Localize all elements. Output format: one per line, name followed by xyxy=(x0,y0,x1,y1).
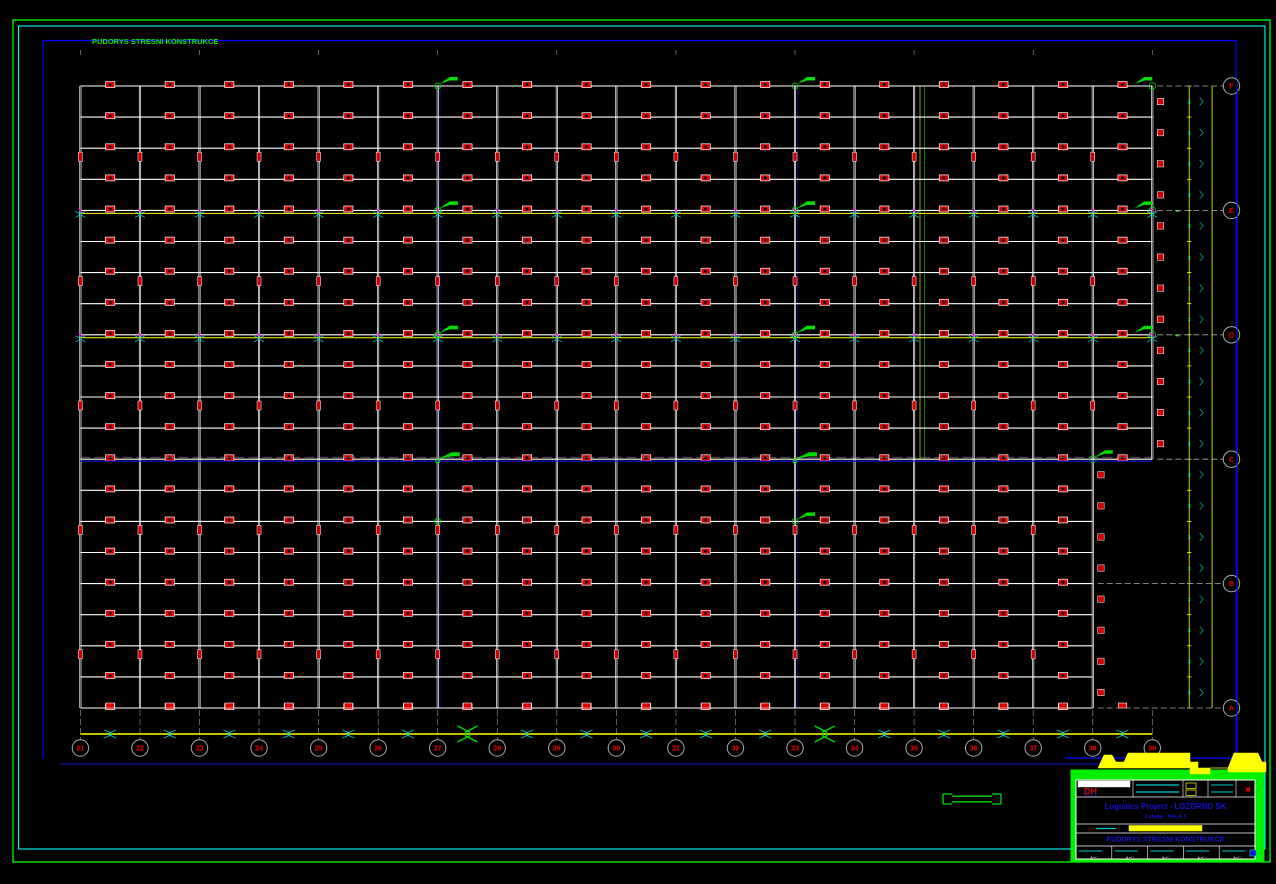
svg-text:34: 34 xyxy=(851,744,859,753)
svg-text:⌁: ⌁ xyxy=(1175,206,1180,215)
svg-text:29: 29 xyxy=(553,744,561,753)
svg-text:△–□: △–□ xyxy=(1089,855,1099,860)
svg-text:3: 3 xyxy=(1188,473,1191,479)
svg-text:1.etapa - HALA 1: 1.etapa - HALA 1 xyxy=(1145,814,1187,820)
svg-text:⌁: ⌁ xyxy=(1175,331,1180,340)
svg-text:3: 3 xyxy=(1188,628,1191,634)
svg-text:3: 3 xyxy=(1188,442,1191,448)
svg-text:D: D xyxy=(1229,330,1234,339)
svg-text:3: 3 xyxy=(1188,411,1191,417)
svg-text:3: 3 xyxy=(1188,660,1191,666)
svg-text:22: 22 xyxy=(136,744,144,753)
svg-text:3: 3 xyxy=(1188,131,1191,137)
svg-text:26: 26 xyxy=(374,744,382,753)
svg-text:E: E xyxy=(1229,206,1234,215)
svg-text:A: A xyxy=(1229,704,1234,713)
svg-text:24: 24 xyxy=(255,744,263,753)
svg-text:3: 3 xyxy=(1188,566,1191,572)
svg-text:3: 3 xyxy=(1188,100,1191,106)
svg-text:PUDORYS STRESNI KONSTRUKCE: PUDORYS STRESNI KONSTRUKCE xyxy=(1107,837,1225,844)
svg-text:35: 35 xyxy=(910,744,918,753)
svg-text:32: 32 xyxy=(731,744,739,753)
svg-text:3: 3 xyxy=(1188,162,1191,168)
svg-text:3: 3 xyxy=(1188,317,1191,323)
svg-text:C: C xyxy=(1229,455,1234,464)
svg-text:△–□: △–□ xyxy=(1160,855,1170,860)
svg-text:3: 3 xyxy=(1188,193,1191,199)
svg-text:39: 39 xyxy=(1148,744,1156,753)
svg-text:3: 3 xyxy=(1188,597,1191,603)
svg-text:△–□: △–□ xyxy=(1125,855,1135,860)
svg-text:△–□: △–□ xyxy=(1232,855,1242,860)
svg-text:3: 3 xyxy=(1188,535,1191,541)
svg-text:27: 27 xyxy=(434,744,442,753)
svg-text:31: 31 xyxy=(672,744,680,753)
svg-text:30: 30 xyxy=(612,744,620,753)
svg-text:37: 37 xyxy=(1029,744,1037,753)
svg-text:28: 28 xyxy=(493,744,501,753)
svg-text:3: 3 xyxy=(1188,691,1191,697)
svg-text:F: F xyxy=(1229,82,1234,91)
svg-text:33: 33 xyxy=(791,744,799,753)
svg-text:3: 3 xyxy=(1188,349,1191,355)
svg-text:3: 3 xyxy=(1188,504,1191,510)
svg-text:38: 38 xyxy=(1089,744,1097,753)
svg-text:PUDORYS STRESNI KONSTRUKCE: PUDORYS STRESNI KONSTRUKCE xyxy=(92,37,218,46)
svg-text:21: 21 xyxy=(76,744,84,753)
svg-text:3: 3 xyxy=(1188,286,1191,292)
svg-text:3: 3 xyxy=(1188,255,1191,261)
svg-text:25: 25 xyxy=(315,744,323,753)
svg-text:36: 36 xyxy=(970,744,978,753)
svg-text:✖: ✖ xyxy=(1245,786,1251,794)
svg-text:△–□: △–□ xyxy=(1196,855,1206,860)
svg-text:23: 23 xyxy=(196,744,204,753)
svg-text:DH: DH xyxy=(1084,787,1097,797)
svg-text:3: 3 xyxy=(1188,380,1191,386)
svg-text:B: B xyxy=(1229,579,1234,588)
svg-text:Logistics Project - LOZORNO SK: Logistics Project - LOZORNO SK xyxy=(1105,802,1227,811)
svg-text:3: 3 xyxy=(1188,224,1191,230)
